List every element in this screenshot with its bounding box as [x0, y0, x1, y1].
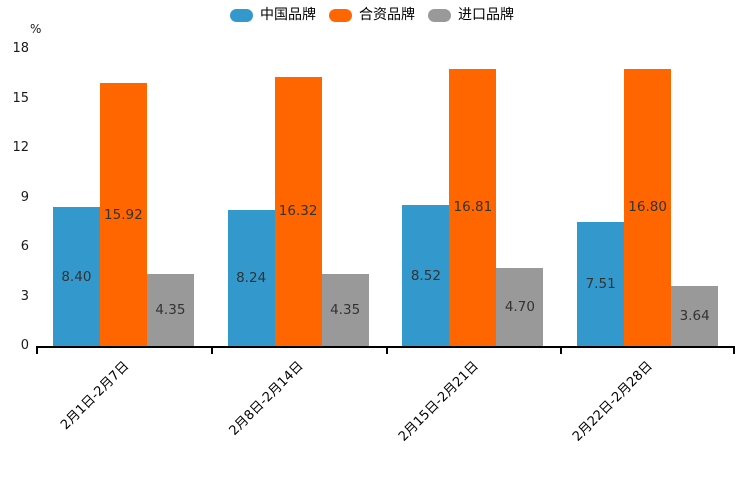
x-category-label: 2月15日-2月21日 [395, 358, 482, 445]
bar-value-label: 8.40 [61, 268, 92, 285]
y-tick-label: 3 [20, 288, 29, 304]
bar-value-label: 16.32 [278, 203, 318, 220]
x-category-label: 2月22日-2月28日 [570, 358, 657, 445]
bar-value-label: 4.35 [155, 302, 186, 319]
bar-value-label: 4.70 [504, 299, 535, 316]
bar-合资品牌-group0: 15.92 [99, 83, 147, 346]
bar-value-label: 4.35 [330, 302, 361, 319]
bar-中国品牌-group3: 7.51 [577, 222, 625, 346]
legend-label: 进口品牌 [458, 7, 514, 23]
bar-进口品牌-group0: 4.35 [146, 274, 194, 346]
bar-value-label: 16.81 [453, 199, 493, 216]
legend-swatch-icon [428, 8, 451, 22]
x-tick-mark [733, 346, 735, 354]
bar-合资品牌-group2: 16.81 [449, 68, 497, 346]
x-tick-mark [36, 346, 38, 354]
legend-swatch-icon [329, 8, 352, 22]
bar-进口品牌-group2: 4.70 [496, 268, 544, 346]
bar-value-label: 3.64 [679, 307, 710, 324]
y-tick-label: 6 [20, 239, 29, 254]
bar-中国品牌-group2: 8.52 [402, 205, 450, 346]
y-tick-label: 15 [12, 90, 29, 106]
x-category-label: 2月1日-2月7日 [57, 358, 132, 433]
legend-label: 合资品牌 [359, 7, 415, 23]
x-category-label: 2月8日-2月14日 [226, 358, 307, 439]
bar-合资品牌-group1: 16.32 [274, 76, 322, 346]
bar-进口品牌-group1: 4.35 [321, 274, 369, 346]
y-axis-unit-label: % [30, 22, 42, 36]
bar-中国品牌-group1: 8.24 [227, 210, 275, 346]
bar-value-label: 15.92 [104, 206, 143, 223]
legend-item-0: 中国品牌 [230, 7, 316, 23]
y-tick-label: 0 [20, 338, 29, 353]
chart-legend: 中国品牌 合资品牌 进口品牌 [0, 7, 744, 23]
x-tick-mark [385, 346, 388, 354]
x-tick-mark [210, 346, 213, 354]
legend-item-2: 进口品牌 [428, 7, 514, 23]
bar-value-label: 7.51 [585, 276, 616, 293]
legend-item-1: 合资品牌 [329, 7, 415, 23]
y-tick-label: 12 [12, 140, 29, 155]
y-tick-label: 18 [12, 41, 29, 56]
bar-中国品牌-group0: 8.40 [52, 207, 100, 346]
legend-swatch-icon [230, 8, 253, 22]
bar-value-label: 8.52 [410, 267, 441, 284]
bar-合资品牌-group3: 16.80 [624, 68, 672, 346]
legend-label: 中国品牌 [260, 7, 316, 23]
bar-进口品牌-group3: 3.64 [671, 285, 719, 346]
bar-value-label: 8.24 [236, 270, 267, 286]
x-tick-mark [560, 346, 563, 354]
y-tick-label: 9 [20, 189, 29, 205]
bar-value-label: 16.80 [628, 199, 667, 216]
